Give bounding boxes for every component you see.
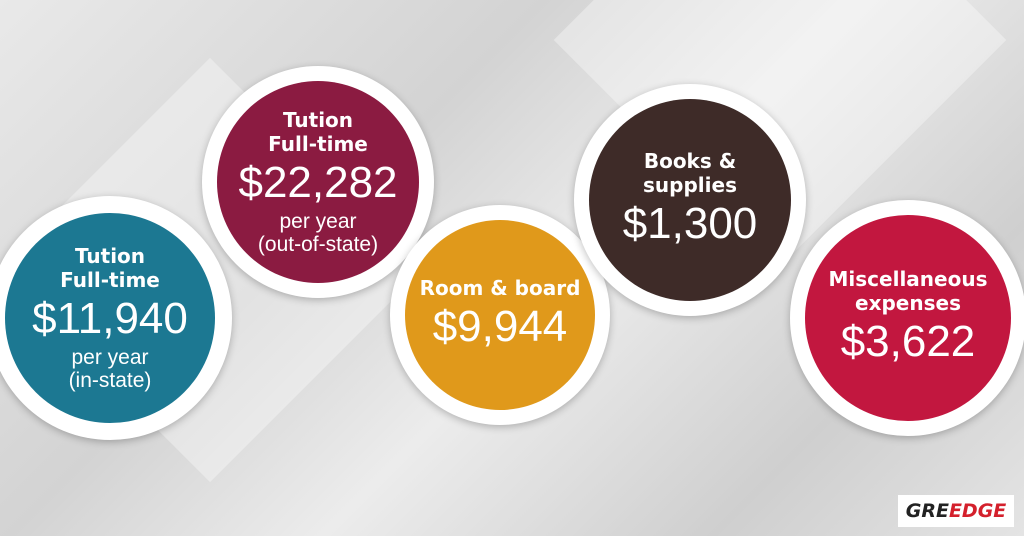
circle-title: Room & board [419, 276, 581, 300]
circle-title: supplies [643, 173, 737, 197]
logo-part: EDGE [948, 500, 1007, 522]
circle-note: per year [71, 346, 149, 369]
circle-ring: Tution Full-time $11,940 per year (in-state) [0, 196, 232, 440]
circle: Tution Full-time $11,940 per year (in-state) [5, 213, 215, 423]
circle-amount: $9,944 [432, 302, 568, 351]
circle-title: Books & [643, 149, 737, 173]
circle: Room & board $9,944 [405, 220, 595, 410]
circle: Miscellaneous expenses $3,622 [805, 215, 1011, 421]
circle-ring: Books & supplies $1,300 [574, 84, 806, 316]
circle-amount: $1,300 [622, 199, 758, 248]
circle-ring: Miscellaneous expenses $3,622 [790, 200, 1024, 436]
circle-amount: $22,282 [238, 158, 398, 207]
circle-title: expenses [855, 291, 961, 315]
circle-amount: $11,940 [32, 294, 188, 343]
circle-title: Full-time [60, 268, 160, 292]
circle-amount: $3,622 [840, 317, 976, 366]
circle: Tution Full-time $22,282 per year (out-of-st… [217, 81, 419, 283]
circle-note: (out-of-state) [257, 233, 379, 256]
circle-note: (in-state) [68, 369, 152, 392]
circle: Books & supplies $1,300 [589, 99, 791, 301]
logo: GRE EDGE [898, 495, 1014, 527]
circle-title: Miscellaneous [828, 267, 988, 291]
circle-ring: Tution Full-time $22,282 per year (out-of-st… [202, 66, 434, 298]
circle-title: Tution [74, 244, 146, 268]
circle-note: per year [279, 210, 357, 233]
circle-ring: Room & board $9,944 [390, 205, 610, 425]
logo-part: GRE [905, 500, 949, 522]
circle-title: Tution [282, 108, 354, 132]
circle-title: Full-time [268, 132, 368, 156]
